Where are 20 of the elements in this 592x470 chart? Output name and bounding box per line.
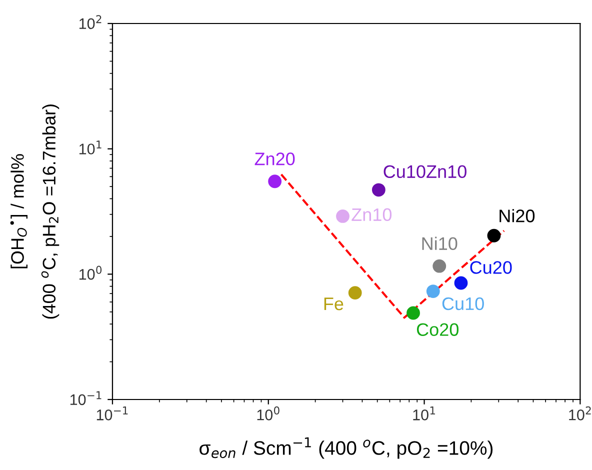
series-label: Ni20 [500, 209, 535, 222]
series-label: Zn10 [352, 208, 392, 222]
y-tick-label: 10$^{1}$ [79, 140, 102, 154]
series-label: Cu10Zn10 [384, 165, 466, 178]
series-label: Zn20 [254, 152, 295, 166]
series-label: Co20 [416, 323, 458, 336]
x-tick-label: 10$^{−1}$ [96, 406, 128, 420]
series-label: Fe [324, 298, 344, 310]
y-tick-label: 10$^{0}$ [79, 266, 102, 280]
text: (400 $^{o}$C, pH$_{2}$O =16.7mbar) [41, 104, 60, 319]
y-tick-label: 10$^{−1}$ [70, 391, 102, 406]
x-tick-label: 10$^{0}$ [257, 406, 280, 420]
text: σ$_{eon}$ / Scm$^{−1}$ (400 $^{o}$C, pO$_{2}$ =10%) [200, 437, 493, 459]
series-label: Cu20 [470, 261, 512, 274]
y-tick-label: 10$^{2}$ [79, 15, 102, 30]
series-label: Ni10 [422, 236, 458, 250]
x-tick-label: 10$^{2}$ [569, 406, 591, 420]
x-tick-label: 10$^{1}$ [413, 406, 435, 420]
series-label: Cu10 [442, 297, 484, 310]
y-axis-title: [OH$_{O}$$^{•}$] / mol% [10, 154, 28, 268]
